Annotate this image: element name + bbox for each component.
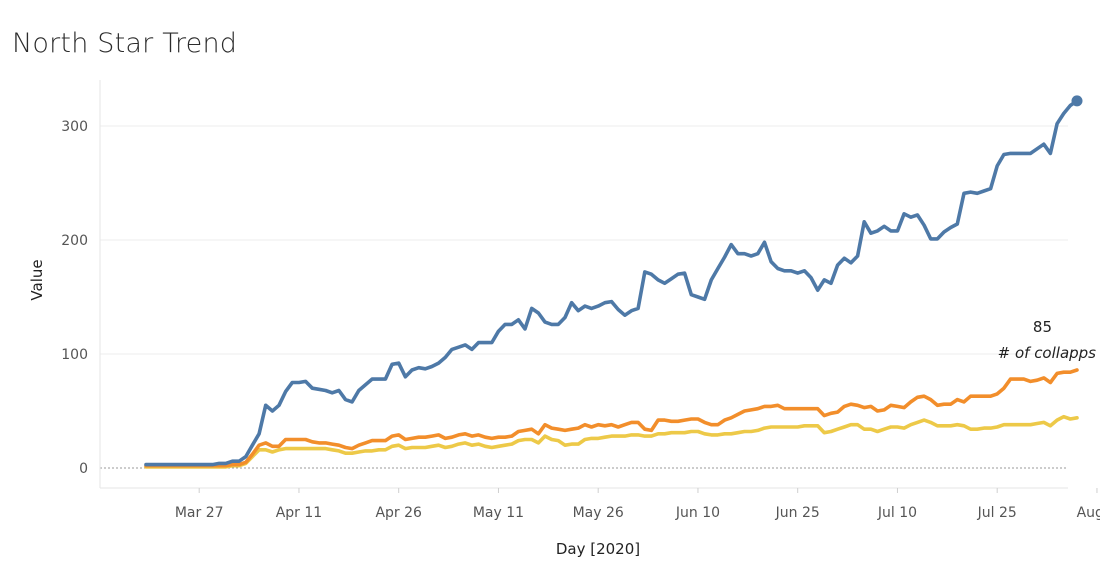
series-line-series-2[interactable] [144, 414, 1079, 469]
x-tick-label: Apr 11 [276, 505, 322, 521]
y-tick-labels: 0 100 200 300 [61, 119, 88, 477]
series-end-marker[interactable] [1071, 95, 1083, 107]
x-tick-label: Mar 27 [175, 505, 224, 521]
x-tick-label: Jun 10 [675, 505, 720, 521]
x-tick-label: May 11 [473, 505, 524, 521]
gridlines [99, 80, 1068, 489]
x-tick-label: Jul 10 [877, 505, 917, 521]
series-line-collapps[interactable] [144, 368, 1079, 468]
x-tick-label: Jul 25 [977, 505, 1017, 521]
y-tick-label: 100 [61, 347, 88, 363]
x-tick-labels: Mar 27 Apr 11 Apr 26 May 11 May 26 Jun 10 Jun … [175, 488, 1100, 521]
chart-title: North Star Trend [12, 28, 238, 59]
x-tick-label: May 26 [573, 505, 624, 521]
x-axis-title: Day [2020] [556, 540, 640, 558]
y-tick-label: 0 [79, 461, 88, 477]
x-tick-label: Jun 25 [775, 505, 820, 521]
annotation: 85 # of collapps [998, 318, 1097, 362]
annotation-value: 85 [1033, 318, 1052, 336]
x-tick-label: Apr 26 [375, 505, 422, 521]
y-tick-label: 300 [61, 119, 88, 135]
annotation-label: # of collapps [998, 344, 1097, 362]
series-line-series-0[interactable] [144, 99, 1079, 467]
x-tick-label: Aug 9 [1077, 505, 1100, 521]
y-axis-title: Value [28, 259, 46, 300]
y-tick-label: 200 [61, 233, 88, 249]
series-lines [144, 95, 1083, 469]
